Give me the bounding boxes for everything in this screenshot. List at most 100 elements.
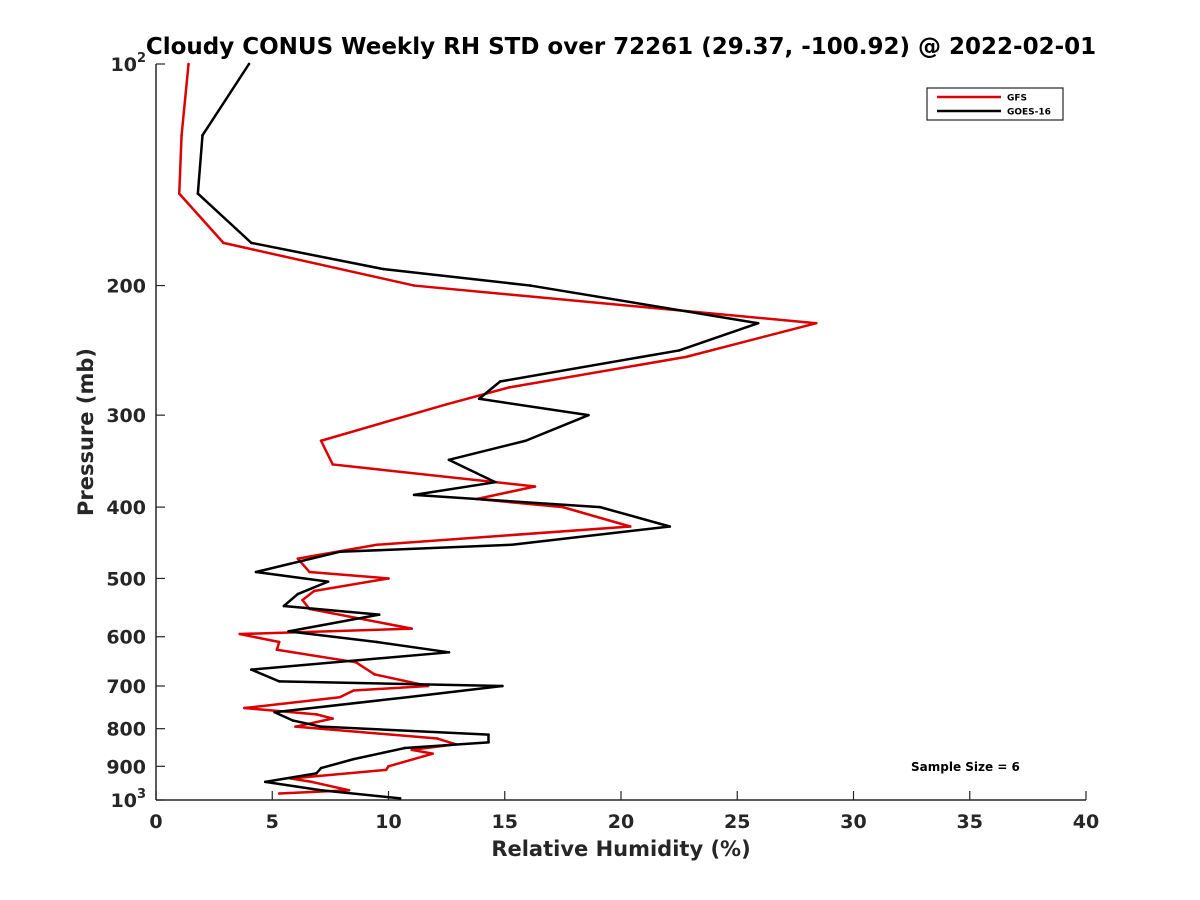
gfs-point: [319, 439, 323, 442]
y-axis-label: Pressure (mb): [74, 348, 98, 516]
goes-16-segment: [254, 570, 330, 583]
gfs-point: [412, 284, 416, 287]
gfs-segment: [238, 632, 281, 644]
gfs-point: [373, 673, 376, 676]
goes-16-point: [282, 604, 286, 608]
goes-16-segment: [273, 711, 295, 722]
gfs-point: [533, 485, 537, 488]
gfs-segment: [243, 695, 341, 710]
gfs-segment: [294, 725, 439, 740]
goes-16-point: [510, 543, 513, 547]
gfs-point: [347, 789, 351, 792]
gfs-point: [277, 792, 281, 795]
gfs-point: [238, 632, 241, 636]
gfs-segment: [319, 403, 448, 442]
goes-16-segment: [277, 680, 504, 688]
goes-16-segment: [382, 267, 532, 287]
gfs-segment: [436, 737, 458, 746]
y-tick-label-power: 103: [111, 787, 147, 812]
gfs-point: [375, 543, 379, 547]
gfs-segment: [475, 485, 537, 501]
gfs-segment: [178, 134, 183, 195]
gfs-point: [684, 355, 688, 359]
gfs-segment: [180, 62, 190, 137]
y-tick-label: 600: [106, 627, 146, 649]
y-tick-exponent: 3: [137, 787, 146, 802]
goes-16-segment: [287, 613, 381, 633]
gfs-segment: [289, 777, 314, 784]
gfs-point: [561, 505, 565, 509]
gfs-segment: [352, 684, 430, 692]
goes-16-segment: [412, 480, 497, 497]
gfs-point: [243, 706, 246, 710]
goes-16-segment: [529, 284, 760, 325]
goes-16-segment: [296, 580, 330, 596]
gfs-point: [445, 403, 448, 406]
y-tick-label: 800: [106, 719, 146, 741]
goes-16-point: [447, 458, 451, 462]
gfs-segment: [275, 648, 358, 664]
goes-16-point: [247, 62, 251, 66]
y-tick-label: 500: [106, 568, 146, 590]
gfs-segment: [301, 589, 316, 602]
goes-16-point: [201, 134, 204, 137]
goes-16-point: [352, 757, 355, 761]
goes-16-point: [296, 592, 300, 596]
gfs-segment: [338, 689, 355, 699]
gfs-point: [387, 765, 390, 768]
goes-16-point: [375, 640, 379, 644]
series-layer: [178, 62, 818, 800]
goes-16-point: [487, 733, 490, 736]
goes-16-point: [264, 780, 267, 784]
goes-16-point: [756, 321, 760, 325]
goes-16-point: [477, 397, 481, 401]
series-goes-16: [196, 62, 760, 800]
y-tick-exponent: 2: [137, 51, 146, 66]
gfs-point: [387, 577, 390, 580]
goes-16-point: [319, 766, 323, 770]
gfs-point: [315, 713, 318, 716]
goes-16-segment: [201, 62, 251, 137]
goes-16-point: [498, 380, 502, 383]
goes-16-segment: [403, 741, 490, 750]
goes-16-point: [447, 651, 451, 654]
gfs-segment: [238, 627, 413, 636]
gfs-segment: [319, 439, 334, 466]
sample-size-annotation: Sample Size = 6: [911, 760, 1020, 774]
goes-16-segment: [319, 757, 355, 770]
goes-16-segment: [412, 493, 602, 509]
goes-16-segment: [250, 241, 386, 271]
goes-16-point: [403, 746, 407, 750]
goes-16-segment: [264, 772, 318, 784]
gfs-segment: [312, 577, 390, 593]
goes-16-point: [524, 439, 527, 442]
goes-16-point: [338, 550, 341, 554]
goes-16-point: [196, 192, 200, 195]
goes-16-segment: [477, 380, 502, 401]
goes-16-point: [277, 680, 281, 683]
goes-16-segment: [291, 719, 323, 728]
gfs-point: [296, 557, 300, 560]
goes-16-segment: [477, 397, 590, 417]
goes-16-segment: [196, 192, 253, 245]
gfs-point: [629, 525, 632, 528]
goes-16-segment: [524, 413, 590, 442]
series-gfs: [178, 62, 818, 795]
gfs-segment: [684, 321, 818, 359]
goes-16-point: [398, 797, 402, 800]
gfs-point: [352, 689, 355, 692]
goes-16-segment: [405, 684, 504, 699]
x-tick-label: 40: [1073, 811, 1099, 833]
goes-16-point: [319, 789, 323, 792]
y-tick-label: 400: [106, 497, 146, 519]
x-tick-label: 10: [375, 811, 401, 833]
gfs-point: [815, 321, 818, 325]
goes-16-segment: [287, 630, 379, 644]
gfs-segment: [222, 241, 416, 287]
goes-16-point: [382, 267, 386, 271]
y-tick-label: 300: [106, 405, 146, 427]
y-tick-base: 10: [111, 54, 137, 76]
gfs-point: [436, 737, 439, 740]
y-tick-label: 200: [106, 276, 146, 298]
